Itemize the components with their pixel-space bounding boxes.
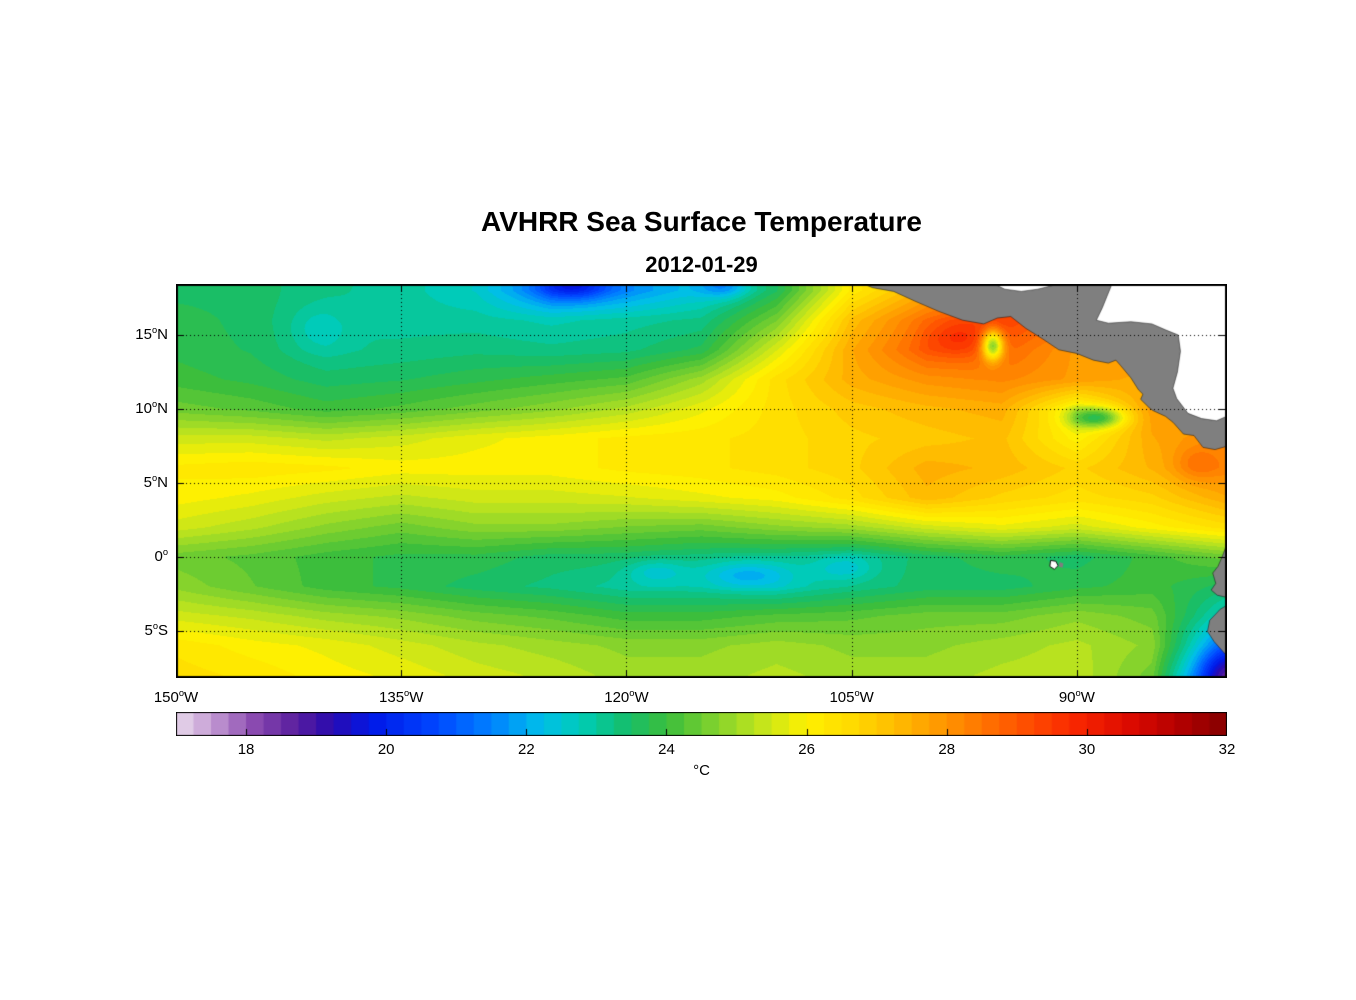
y-tick-label: 15oN	[135, 325, 168, 343]
colorbar-tick-label: 18	[237, 741, 255, 758]
colorbar-canvas	[176, 712, 1227, 736]
x-tick-label: 90oW	[1058, 688, 1095, 706]
colorbar-tick-label: 28	[938, 741, 956, 758]
x-tick-label: 135oW	[379, 688, 424, 706]
y-tick-label: 10oN	[135, 398, 168, 417]
y-tick-label: 0o	[154, 546, 168, 565]
colorbar-tick-label: 24	[658, 741, 675, 758]
sst-map-canvas	[176, 284, 1227, 678]
x-tick-label: 150oW	[153, 688, 199, 706]
colorbar-tick-label: 22	[517, 741, 535, 758]
colorbar-tick-label: 32	[1218, 741, 1236, 758]
chart-title: AVHRR Sea Surface Temperature	[481, 206, 922, 237]
x-tick-label: 105oW	[829, 688, 874, 706]
colorbar-unit-label: °C	[693, 762, 710, 779]
colorbar-tick-label: 30	[1078, 741, 1096, 758]
colorbar-tick-label: 26	[798, 741, 815, 758]
y-tick-label: 5oS	[144, 620, 168, 639]
chart-subtitle: 2012-01-29	[645, 252, 758, 277]
colorbar-tick-label: 20	[377, 741, 395, 758]
x-tick-label: 120oW	[604, 688, 649, 706]
y-tick-label: 5oN	[143, 472, 168, 491]
